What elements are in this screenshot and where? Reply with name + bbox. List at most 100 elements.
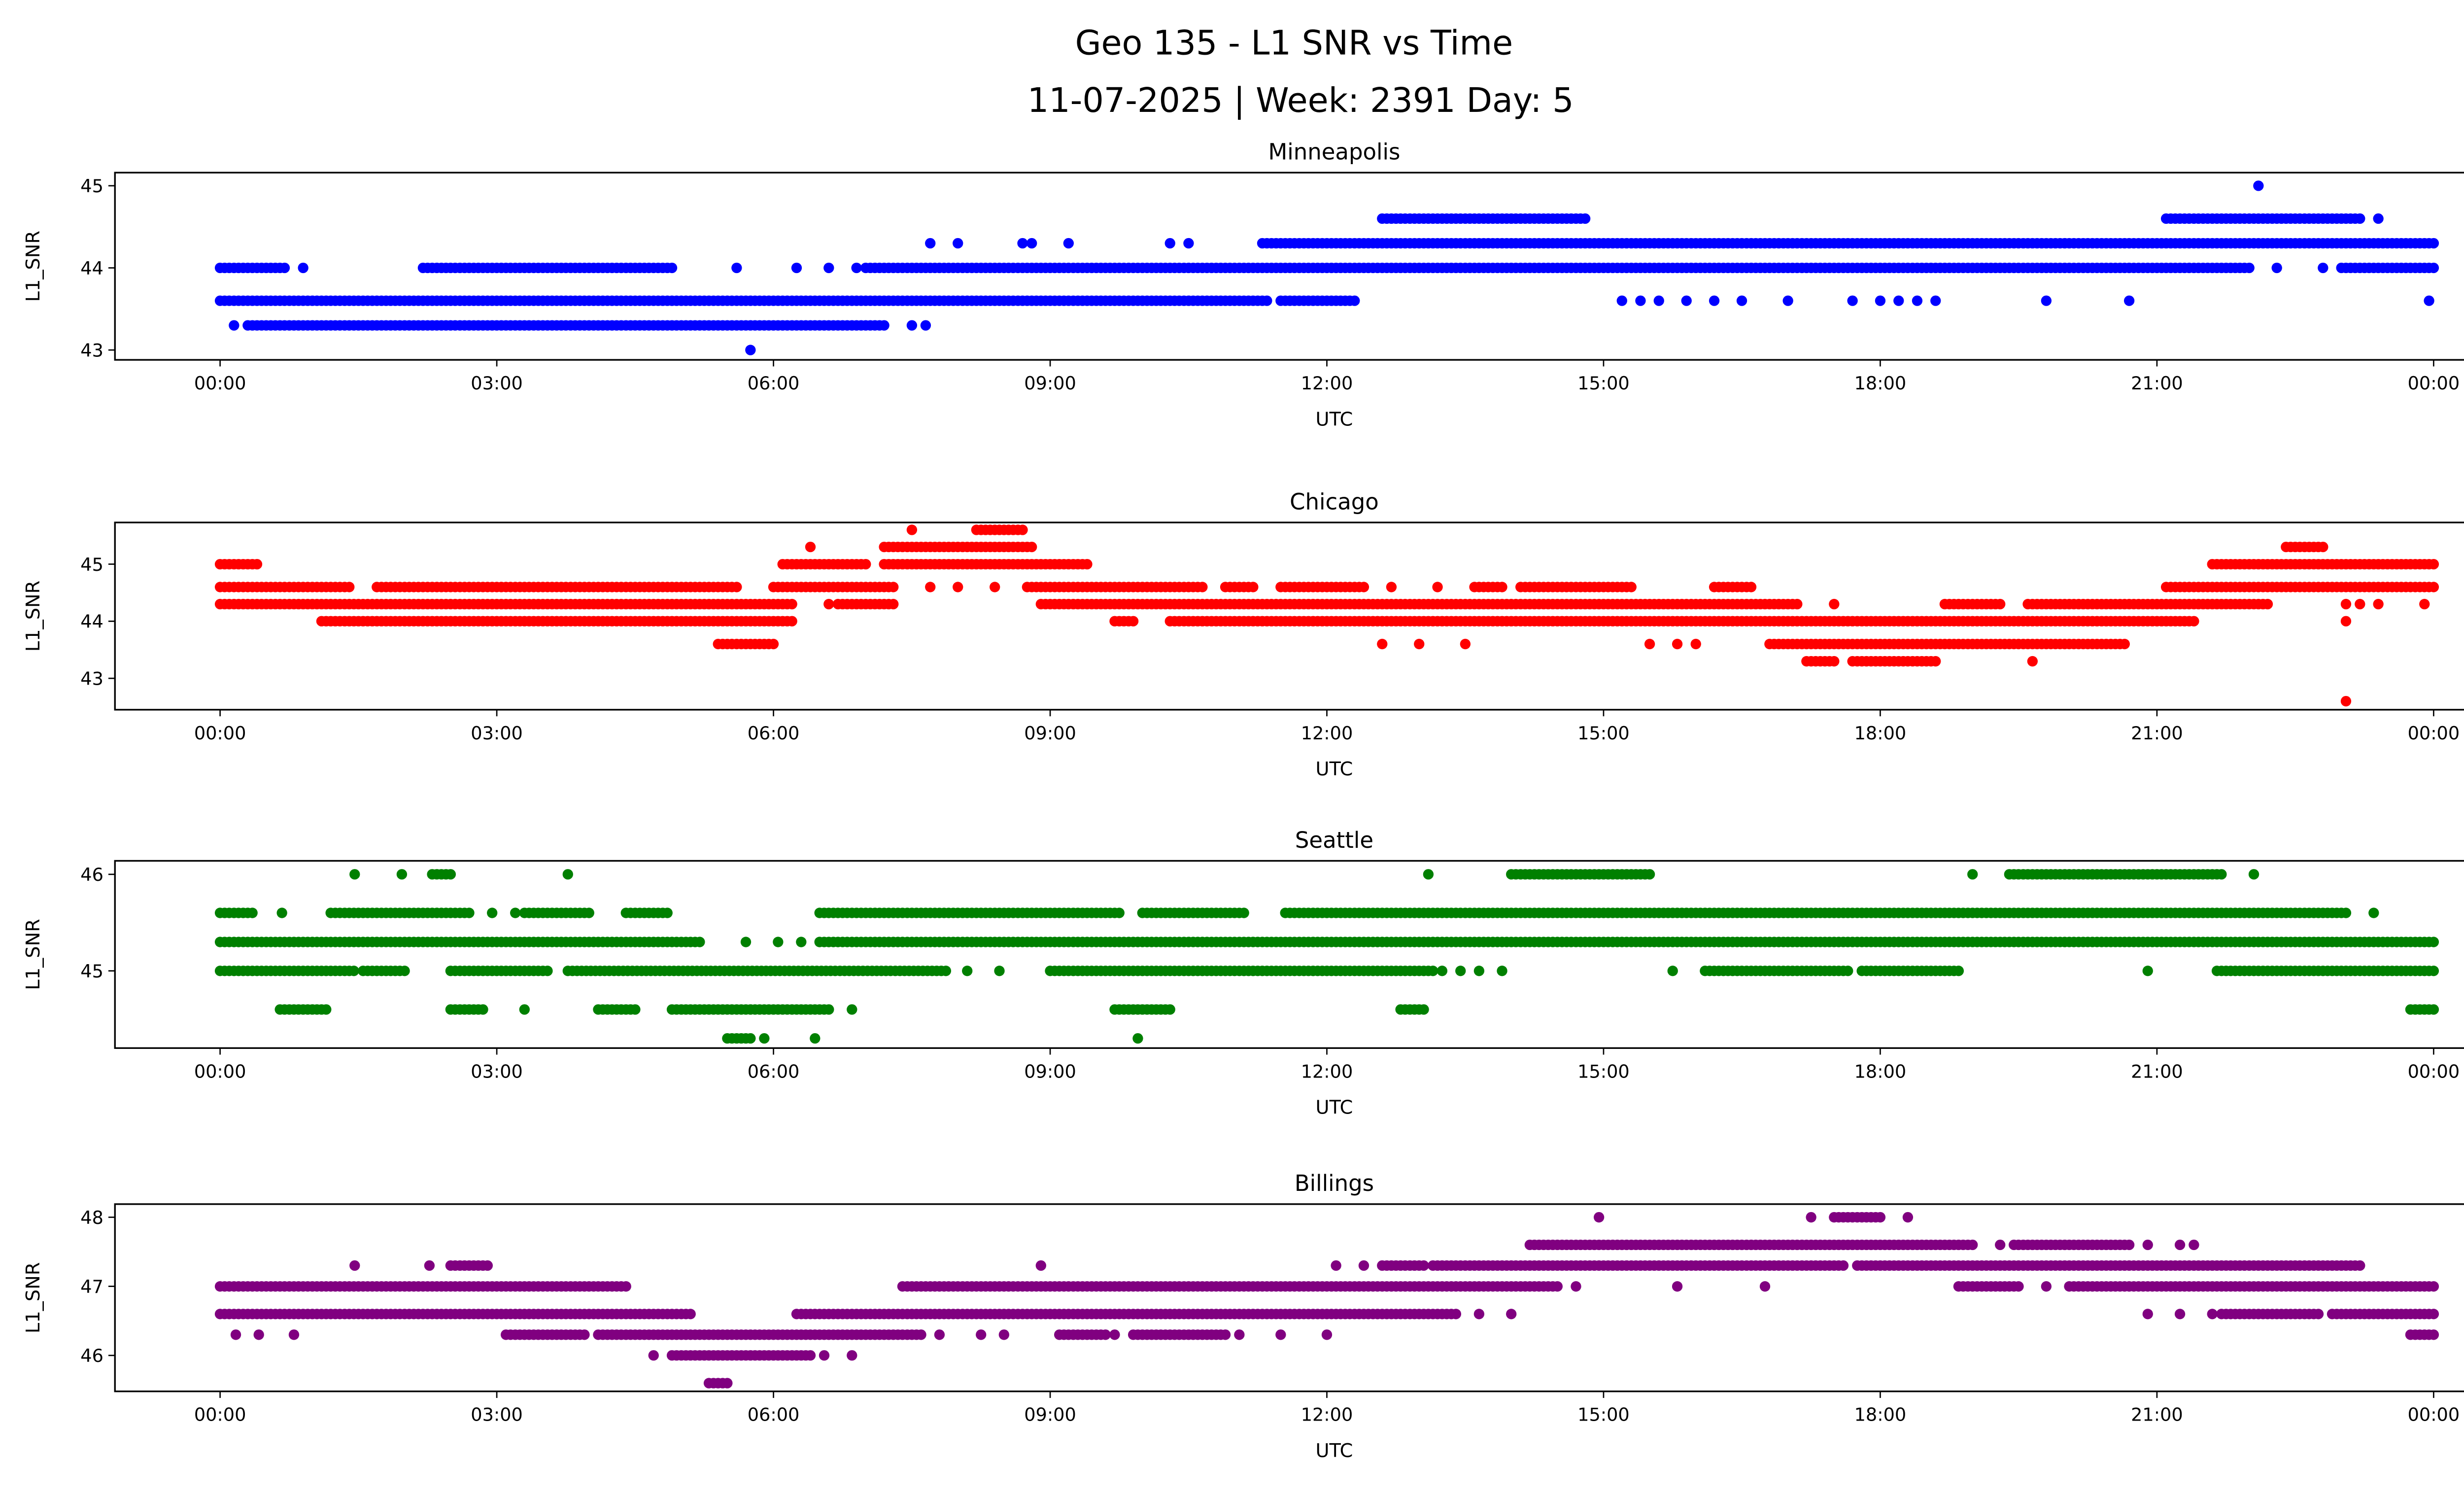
x-tick-label: 06:00 xyxy=(748,723,800,744)
data-point xyxy=(2428,966,2439,976)
data-point xyxy=(916,1329,926,1340)
data-point xyxy=(1690,638,1701,650)
data-point xyxy=(1667,966,1678,976)
y-axis-label: L1_SNR xyxy=(22,919,44,990)
data-point xyxy=(879,320,890,331)
data-point xyxy=(1616,295,1627,306)
data-point xyxy=(2340,695,2352,707)
data-point xyxy=(510,907,521,918)
data-point xyxy=(1197,582,1208,592)
data-point xyxy=(1455,966,1466,976)
data-point xyxy=(2142,966,2153,976)
data-point xyxy=(925,582,936,592)
data-point xyxy=(1953,966,1964,976)
axes-frame xyxy=(114,522,2464,711)
data-point xyxy=(2013,1281,2024,1292)
data-point xyxy=(344,582,355,592)
data-point xyxy=(2253,180,2264,191)
y-axis-label: L1_SNR xyxy=(22,231,44,302)
data-point xyxy=(2271,262,2282,274)
data-point xyxy=(1930,656,1941,667)
x-tick-label: 00:00 xyxy=(2408,373,2460,394)
data-point xyxy=(2373,598,2384,610)
data-point xyxy=(276,907,287,918)
data-point xyxy=(823,598,834,610)
data-point xyxy=(1114,907,1125,918)
subplot-billings: 00:00 03:00 06:00 09:00 12:00 15:00 18:00 21:00… xyxy=(22,1170,2464,1462)
x-tick-label: 18:00 xyxy=(1854,1061,1907,1082)
data-point xyxy=(860,558,871,570)
x-tick-label: 00:00 xyxy=(194,373,246,394)
data-point xyxy=(2189,616,2199,626)
data-point xyxy=(2428,1004,2439,1015)
data-point xyxy=(2123,1239,2135,1251)
data-point xyxy=(1386,582,1397,592)
y-tick-label: 43 xyxy=(80,668,103,689)
y-tick-label: 44 xyxy=(80,258,103,279)
data-point xyxy=(247,907,258,918)
data-point xyxy=(1875,1212,1886,1223)
data-point xyxy=(396,869,408,880)
x-tick-label: 21:00 xyxy=(2131,373,2183,394)
data-point xyxy=(805,541,816,553)
x-tick-label: 12:00 xyxy=(1301,1061,1353,1082)
subplot-title: Seattle xyxy=(1295,827,1373,853)
data-point xyxy=(620,1281,631,1292)
x-tick-label: 21:00 xyxy=(2131,723,2183,744)
data-point xyxy=(1552,1281,1563,1292)
data-point xyxy=(2428,582,2439,592)
data-point xyxy=(2318,541,2328,553)
data-point xyxy=(2313,1309,2324,1320)
data-point xyxy=(888,598,899,610)
data-point xyxy=(2355,598,2365,610)
data-point xyxy=(990,582,1000,592)
x-tick-label: 15:00 xyxy=(1577,373,1630,394)
y-tick-label: 46 xyxy=(80,864,103,885)
data-point xyxy=(906,524,918,535)
data-point xyxy=(2262,598,2273,610)
data-point xyxy=(1626,582,1637,592)
data-point xyxy=(478,1004,488,1015)
data-point xyxy=(1183,238,1194,249)
y-tick-label: 43 xyxy=(80,340,103,361)
figure-subtitle: 11-07-2025 | Week: 2391 Day: 5 xyxy=(1027,81,1574,120)
data-point xyxy=(940,966,952,976)
data-point xyxy=(298,262,308,274)
figure-title: Geo 135 - L1 SNR vs Time xyxy=(1075,24,1513,63)
data-point xyxy=(1027,541,1037,553)
data-point xyxy=(1027,238,1037,249)
data-point xyxy=(1847,295,1858,306)
data-point xyxy=(321,1004,332,1015)
data-point xyxy=(745,1033,756,1044)
data-point xyxy=(1132,1033,1143,1044)
data-point xyxy=(1497,966,1507,976)
data-point xyxy=(1681,295,1692,306)
x-tick-label: 12:00 xyxy=(1301,373,1353,394)
data-point xyxy=(823,262,834,274)
data-point xyxy=(1579,213,1591,224)
subplot-minneapolis: 00:00 03:00 06:00 09:00 12:00 15:00 18:00 21:00… xyxy=(22,139,2464,430)
x-tick-label: 03:00 xyxy=(471,723,523,744)
x-tick-label: 15:00 xyxy=(1577,723,1630,744)
data-point xyxy=(2340,907,2352,918)
data-point xyxy=(888,582,899,592)
scatter-series xyxy=(214,1212,2439,1389)
data-point xyxy=(1893,295,1904,306)
data-point xyxy=(1262,295,1272,306)
data-point xyxy=(1460,638,1471,650)
data-point xyxy=(1829,656,1840,667)
data-point xyxy=(1829,598,1840,610)
x-axis-label: UTC xyxy=(1315,1097,1353,1119)
data-point xyxy=(562,869,573,880)
data-point xyxy=(1063,238,1074,249)
data-point xyxy=(1432,582,1443,592)
data-point xyxy=(542,966,553,976)
data-point xyxy=(1238,907,1249,918)
data-point xyxy=(2340,616,2352,626)
data-point xyxy=(759,1033,770,1044)
data-point xyxy=(2041,295,2052,306)
data-point xyxy=(1653,295,1664,306)
data-point xyxy=(1672,638,1683,650)
data-point xyxy=(662,907,673,918)
